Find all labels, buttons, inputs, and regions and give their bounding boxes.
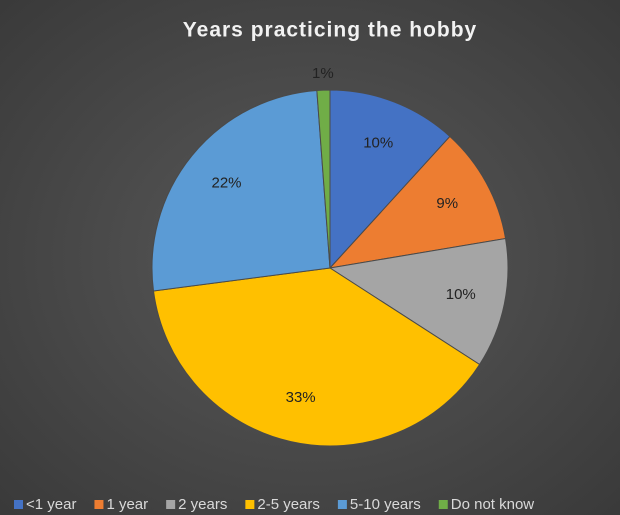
legend-swatch <box>166 500 176 509</box>
legend-label: 2 years <box>178 496 227 513</box>
data-label: 22% <box>211 175 241 192</box>
legend-swatch <box>337 500 347 509</box>
legend-swatch <box>438 500 448 509</box>
pie-slice <box>152 267 481 447</box>
legend-label: <1 year <box>26 496 76 513</box>
data-label: 10% <box>363 134 393 151</box>
legend: <1 year 1 year 2 years 2-5 years 5-10 years D… <box>14 496 534 513</box>
pie: 10% 9% 10% 33% 22% 1% <box>151 65 509 447</box>
pie-slice <box>328 135 507 269</box>
pie-slice <box>328 237 509 366</box>
pie-slice <box>316 89 331 269</box>
pie-slice <box>329 89 451 270</box>
legend-label: Do not know <box>451 496 535 513</box>
data-label: 33% <box>286 389 316 406</box>
data-label: 10% <box>446 286 476 303</box>
legend-swatch <box>14 500 23 509</box>
pie-slice <box>151 89 331 292</box>
legend-label: 5-10 years <box>350 496 421 513</box>
legend-swatch <box>245 500 255 509</box>
data-label: 1% <box>312 65 334 82</box>
legend-label: 1 year <box>106 496 148 513</box>
legend-swatch <box>94 500 104 509</box>
legend-label: 2-5 years <box>257 496 320 513</box>
data-label: 9% <box>436 195 458 212</box>
chart-title: Years practicing the hobby <box>183 19 477 42</box>
